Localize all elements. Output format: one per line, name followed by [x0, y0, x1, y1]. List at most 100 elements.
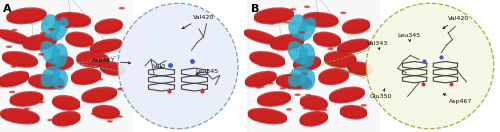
Circle shape [120, 88, 124, 89]
Bar [248, 0, 380, 132]
Ellipse shape [302, 13, 338, 26]
Ellipse shape [0, 110, 40, 123]
Circle shape [28, 93, 33, 94]
Ellipse shape [276, 77, 312, 90]
Ellipse shape [71, 70, 101, 84]
Circle shape [352, 88, 356, 89]
Circle shape [10, 91, 14, 93]
Ellipse shape [55, 13, 90, 26]
Ellipse shape [340, 108, 367, 119]
Ellipse shape [71, 71, 101, 85]
Circle shape [23, 110, 28, 112]
Ellipse shape [100, 63, 125, 75]
Circle shape [302, 73, 307, 74]
Circle shape [118, 116, 122, 117]
Ellipse shape [10, 94, 43, 107]
Ellipse shape [300, 96, 328, 109]
Ellipse shape [55, 15, 90, 28]
Ellipse shape [82, 89, 117, 103]
Circle shape [260, 86, 264, 87]
Ellipse shape [318, 69, 348, 83]
Circle shape [49, 29, 54, 30]
Circle shape [362, 105, 366, 106]
Ellipse shape [28, 75, 64, 88]
Ellipse shape [2, 53, 38, 67]
Ellipse shape [6, 9, 46, 23]
Ellipse shape [46, 56, 74, 69]
Ellipse shape [248, 108, 287, 122]
Circle shape [302, 23, 305, 24]
Circle shape [104, 63, 108, 64]
Circle shape [30, 60, 35, 61]
Ellipse shape [28, 76, 64, 89]
Ellipse shape [66, 33, 94, 46]
Ellipse shape [254, 10, 294, 24]
Circle shape [46, 73, 50, 74]
Ellipse shape [52, 98, 80, 111]
Ellipse shape [90, 40, 122, 52]
Ellipse shape [270, 36, 304, 50]
Ellipse shape [0, 111, 40, 124]
Ellipse shape [52, 111, 80, 124]
Text: Val3: Val3 [152, 63, 166, 69]
Text: Leu345: Leu345 [398, 33, 420, 41]
Circle shape [92, 113, 96, 114]
Ellipse shape [300, 111, 328, 124]
Ellipse shape [23, 36, 56, 50]
Circle shape [108, 121, 112, 122]
Ellipse shape [66, 34, 94, 47]
Ellipse shape [254, 8, 294, 22]
Circle shape [54, 23, 58, 24]
Circle shape [317, 44, 322, 45]
Ellipse shape [52, 96, 80, 109]
Ellipse shape [118, 3, 238, 129]
Circle shape [280, 88, 285, 89]
Ellipse shape [40, 41, 60, 65]
Circle shape [26, 103, 30, 104]
Ellipse shape [28, 77, 64, 90]
Ellipse shape [300, 114, 328, 127]
Circle shape [328, 48, 333, 50]
Ellipse shape [82, 89, 117, 102]
Ellipse shape [55, 12, 90, 25]
Ellipse shape [245, 73, 276, 87]
Ellipse shape [82, 87, 117, 101]
Circle shape [56, 50, 60, 51]
Ellipse shape [52, 69, 68, 90]
Ellipse shape [90, 41, 122, 53]
Ellipse shape [76, 53, 109, 67]
Ellipse shape [52, 95, 80, 108]
Ellipse shape [71, 68, 101, 82]
Ellipse shape [23, 36, 56, 51]
Circle shape [260, 65, 264, 66]
Ellipse shape [244, 31, 278, 44]
Circle shape [40, 33, 46, 34]
Ellipse shape [250, 54, 285, 68]
Circle shape [268, 83, 273, 84]
Ellipse shape [52, 113, 80, 126]
Ellipse shape [270, 36, 304, 51]
Text: Val420: Val420 [443, 16, 469, 28]
Circle shape [303, 108, 308, 109]
Circle shape [300, 32, 304, 33]
Ellipse shape [342, 19, 370, 32]
Ellipse shape [250, 53, 285, 67]
Ellipse shape [324, 52, 356, 66]
Circle shape [350, 71, 354, 72]
Ellipse shape [258, 93, 290, 106]
Ellipse shape [338, 39, 370, 51]
Ellipse shape [299, 69, 315, 90]
Ellipse shape [95, 19, 122, 32]
Circle shape [287, 75, 292, 76]
Ellipse shape [342, 21, 370, 34]
Ellipse shape [348, 62, 372, 73]
Circle shape [12, 29, 17, 31]
Ellipse shape [294, 56, 321, 69]
Ellipse shape [0, 72, 29, 86]
Ellipse shape [338, 41, 370, 54]
Ellipse shape [41, 15, 60, 38]
Ellipse shape [0, 108, 40, 122]
Circle shape [342, 55, 346, 56]
Circle shape [76, 17, 80, 18]
Ellipse shape [52, 114, 80, 127]
